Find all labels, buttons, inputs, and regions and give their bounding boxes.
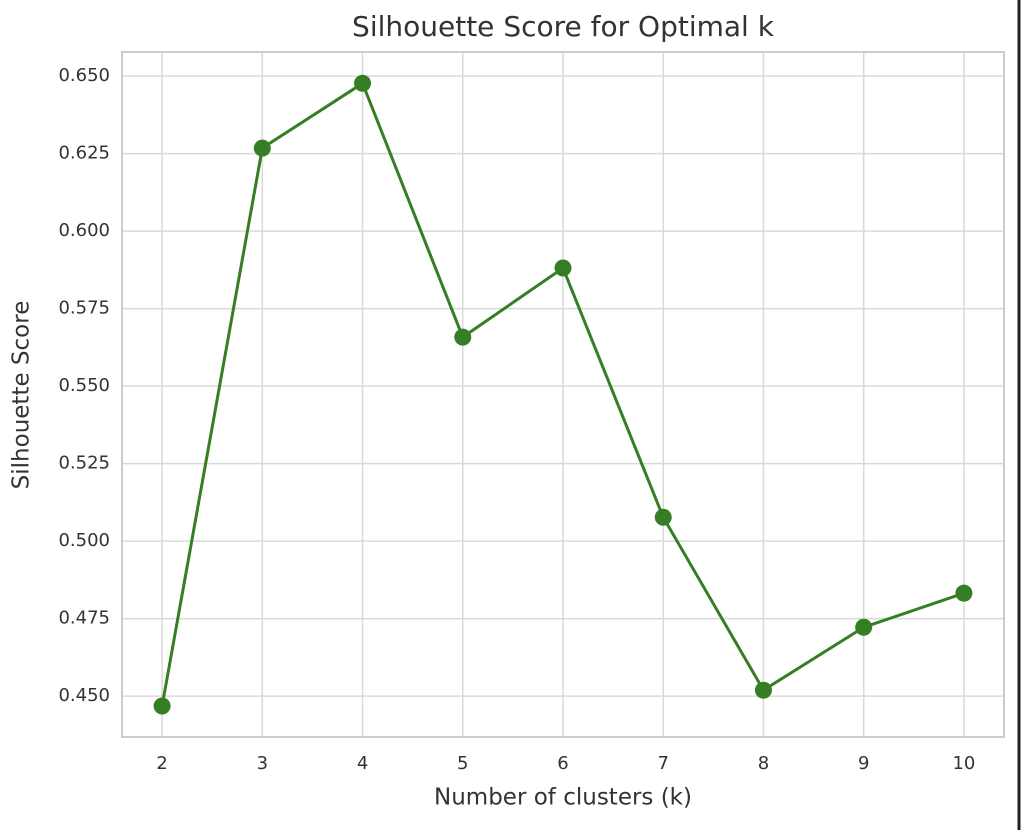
x-tick-label: 2 xyxy=(156,753,167,774)
data-point xyxy=(654,508,672,526)
y-tick-label: 0.600 xyxy=(58,220,110,241)
x-tick-label: 8 xyxy=(758,753,769,774)
y-tick-label: 0.525 xyxy=(58,453,110,474)
y-tick-label: 0.550 xyxy=(58,375,110,396)
y-tick-label: 0.625 xyxy=(58,143,110,164)
data-point xyxy=(153,697,171,715)
y-tick-label: 0.575 xyxy=(58,298,110,319)
chart-title: Silhouette Score for Optimal k xyxy=(352,10,775,43)
x-tick-label: 6 xyxy=(557,753,568,774)
y-tick-label: 0.500 xyxy=(58,530,110,551)
data-point xyxy=(554,259,572,277)
data-point xyxy=(855,618,873,636)
data-point xyxy=(354,74,372,92)
x-tick-label: 9 xyxy=(858,753,869,774)
x-tick-label: 7 xyxy=(658,753,669,774)
x-tick-label: 10 xyxy=(952,753,975,774)
x-tick-label: 4 xyxy=(357,753,368,774)
x-tick-label: 3 xyxy=(257,753,268,774)
x-tick-label: 5 xyxy=(457,753,468,774)
y-tick-label: 0.475 xyxy=(58,608,110,629)
data-point xyxy=(454,328,472,346)
y-axis-label: Silhouette Score xyxy=(9,301,35,490)
y-tick-label: 0.650 xyxy=(58,65,110,86)
y-tick-label: 0.450 xyxy=(58,685,110,706)
x-axis-label: Number of clusters (k) xyxy=(434,785,692,811)
data-point xyxy=(253,139,271,157)
data-point xyxy=(754,681,772,699)
data-point xyxy=(955,584,973,602)
plot-border xyxy=(121,51,1005,738)
